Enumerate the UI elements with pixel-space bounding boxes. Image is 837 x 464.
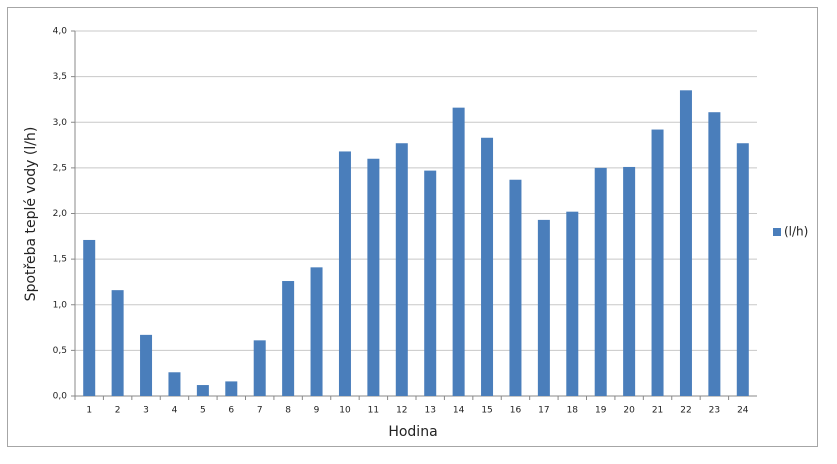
bar (338, 151, 351, 396)
y-tick-label: 2,5 (53, 163, 67, 173)
x-tick-label: 15 (481, 406, 492, 416)
x-tick-label: 7 (257, 406, 263, 416)
x-tick-label: 22 (680, 406, 691, 416)
bar (424, 170, 437, 396)
bar (83, 239, 96, 396)
x-tick-label: 19 (595, 406, 607, 416)
chart-border (7, 7, 818, 447)
x-tick-label: 1 (86, 406, 92, 416)
x-tick-label: 20 (623, 406, 635, 416)
x-tick-label: 18 (567, 406, 579, 416)
bar (196, 385, 209, 396)
x-tick-label: 5 (200, 406, 206, 416)
x-tick-label: 2 (115, 406, 121, 416)
bar (310, 267, 323, 396)
x-tick-label: 11 (368, 406, 379, 416)
bar (566, 211, 579, 396)
x-tick-label: 6 (228, 406, 234, 416)
x-tick-label: 17 (538, 406, 549, 416)
y-tick-label: 1,0 (53, 300, 68, 310)
bar (481, 137, 494, 396)
y-tick-label: 3,5 (53, 72, 67, 82)
bar (736, 143, 749, 396)
x-tick-label: 16 (510, 406, 522, 416)
y-tick-label: 2,0 (53, 209, 68, 219)
bar (537, 219, 550, 396)
x-tick-label: 14 (453, 406, 465, 416)
x-tick-label: 4 (172, 406, 178, 416)
x-tick-label: 21 (652, 406, 663, 416)
y-axis-title: Spotřeba teplé vody (l/h) (23, 127, 39, 302)
y-tick-label: 1,5 (53, 255, 67, 265)
legend-label: (l/h) (784, 225, 808, 239)
bar (367, 158, 380, 396)
y-tick-label: 0,5 (53, 346, 67, 356)
bar (282, 281, 295, 396)
x-tick-label: 9 (314, 406, 320, 416)
x-tick-label: 23 (709, 406, 720, 416)
bar (168, 372, 181, 396)
bar (395, 143, 408, 396)
x-axis-title: Hodina (388, 424, 437, 440)
bar (225, 381, 238, 396)
x-tick-label: 8 (285, 406, 291, 416)
bar (253, 340, 266, 396)
y-tick-label: 0,0 (53, 392, 68, 402)
legend-swatch (773, 228, 781, 236)
x-tick-label: 13 (424, 406, 435, 416)
bar (679, 90, 692, 396)
y-tick-label: 4,0 (53, 27, 68, 37)
bar (509, 179, 522, 396)
bar (140, 334, 153, 396)
bar (651, 129, 664, 397)
bar (623, 166, 636, 396)
bar (594, 167, 607, 396)
x-tick-label: 12 (396, 406, 407, 416)
x-tick-label: 3 (143, 406, 149, 416)
bar (708, 112, 721, 397)
x-tick-label: 24 (737, 406, 749, 416)
bar (452, 107, 465, 397)
bar (111, 290, 124, 396)
x-tick-label: 10 (339, 406, 351, 416)
y-tick-label: 3,0 (53, 118, 68, 128)
